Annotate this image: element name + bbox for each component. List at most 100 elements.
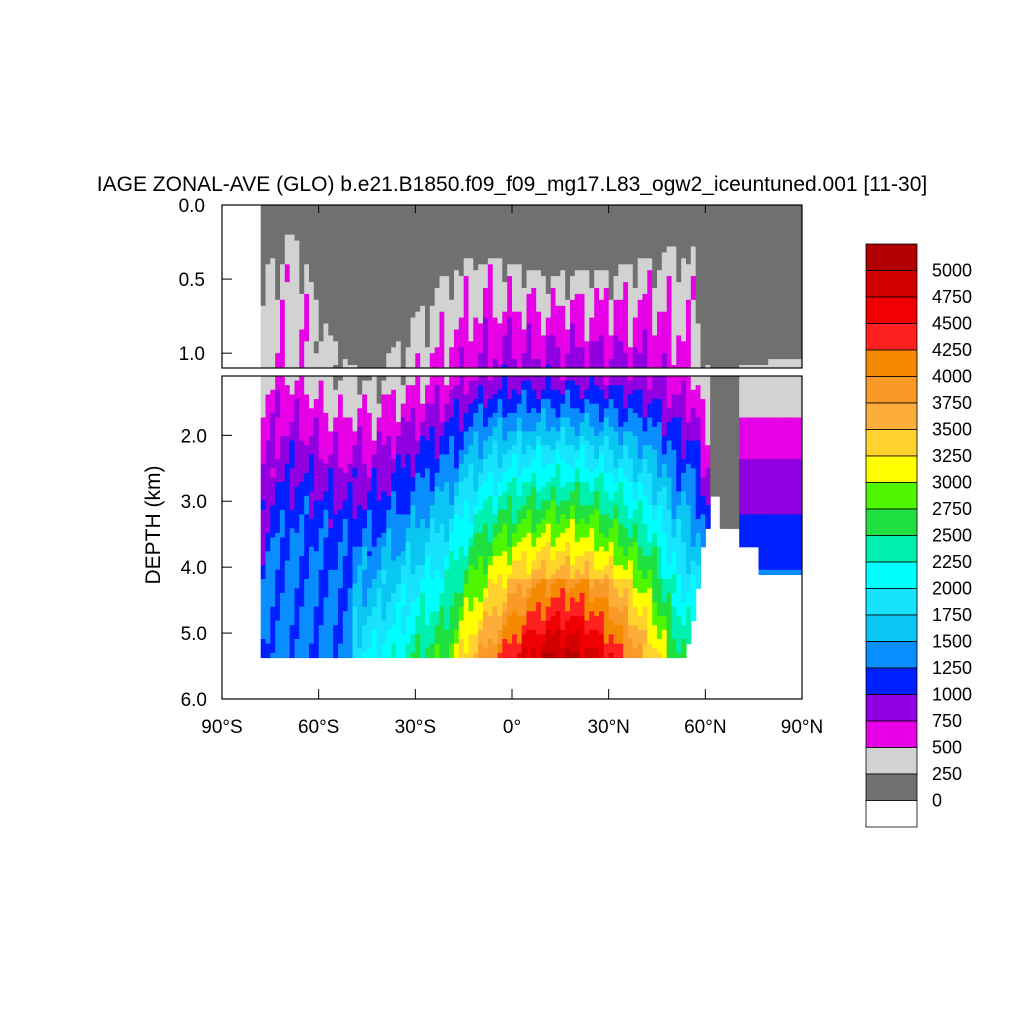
field-cell [700,317,706,325]
field-cell [357,234,363,242]
field-cell [531,270,537,277]
field-cell [333,317,339,325]
field-cell [429,264,436,271]
field-cell [357,463,363,469]
field-cell [367,592,373,599]
field-cell [710,293,716,301]
field-cell [415,359,421,366]
field-cell [512,299,518,307]
field-cell [284,329,291,336]
field-cell [391,611,397,617]
field-cell [410,317,416,325]
field-cell [367,359,373,366]
field-cell [632,216,639,224]
field-cell [284,399,291,405]
field-cell [323,634,329,640]
field-cell [275,519,281,525]
field-cell [342,412,349,419]
field-cell [289,436,296,442]
field-cell [347,556,354,562]
field-cell [478,258,484,265]
field-cell [454,323,460,330]
field-cell [608,335,615,342]
field-cell [797,282,802,289]
field-cell [425,228,431,236]
field-cell [338,347,344,354]
field-cell [671,240,677,248]
field-cell [719,234,726,242]
field-cell [681,365,687,368]
field-cell [318,365,325,368]
field-cell [744,293,750,301]
field-cell [333,417,339,423]
field-cell [507,258,513,265]
field-cell [284,629,291,635]
field-cell [284,282,291,289]
field-cell [328,652,334,659]
field-cell [333,380,339,386]
field-cell [294,422,300,428]
field-cell [400,551,407,557]
field-cell [642,353,648,360]
field-cell [425,317,431,325]
field-cell [280,205,286,212]
field-cell [294,399,300,405]
field-cell [603,311,610,319]
field-cell [294,477,300,483]
field-cell [265,652,271,659]
field-cell [338,222,344,230]
field-cell [284,299,291,307]
field-cell [367,335,373,342]
field-cell [396,359,402,366]
field-cell [309,282,315,289]
field-cell [280,602,286,608]
field-cell [367,276,373,283]
field-cell [396,486,402,492]
field-cell [405,210,412,218]
field-cell [516,252,523,259]
field-cell [347,588,354,594]
field-cell [357,652,363,659]
field-cell [439,335,445,342]
field-cell [299,546,305,552]
field-cell [333,505,339,511]
field-cell [599,216,605,224]
field-cell [284,615,291,622]
field-cell [705,270,711,277]
field-cell [284,436,291,442]
field-cell [492,252,499,259]
field-cell [304,399,310,405]
field-cell [497,252,503,259]
field-cell [739,317,745,325]
field-cell [405,222,412,230]
field-cell [574,347,581,354]
field-cell [550,246,557,253]
field-cell [560,234,566,242]
field-cell [497,365,503,368]
field-cell [270,403,276,409]
field-cell [323,216,329,224]
field-cell [468,205,474,212]
field-cell [599,258,605,265]
field-cell [304,528,310,534]
field-cell [744,288,750,295]
field-cell [594,234,600,242]
field-cell [318,482,325,488]
field-cell [275,335,281,342]
field-cell [299,532,305,539]
field-cell [705,210,711,218]
field-cell [734,270,740,277]
field-cell [434,228,441,236]
field-cell [275,477,281,483]
field-cell [294,408,300,414]
field-cell [642,329,648,336]
field-cell [338,329,344,336]
field-cell [758,293,764,301]
field-cell [362,216,368,224]
field-cell [555,335,561,342]
field-cell [468,228,474,236]
field-cell [371,389,378,395]
field-cell [584,293,590,301]
field-cell [739,264,745,271]
field-cell [328,519,334,525]
